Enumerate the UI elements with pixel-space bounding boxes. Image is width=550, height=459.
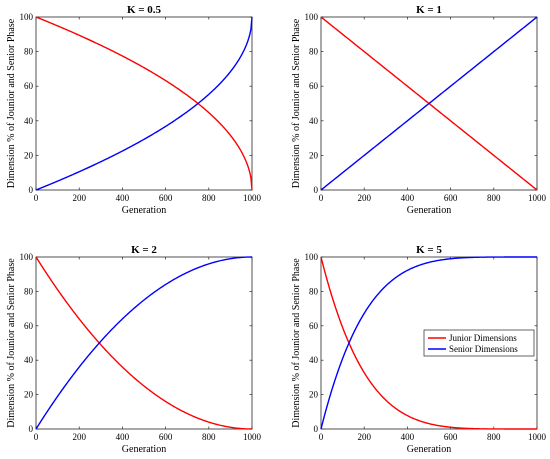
x-tick-label: 600 xyxy=(444,193,458,203)
series-line-senior xyxy=(35,256,252,430)
y-tick-label: 80 xyxy=(24,47,34,57)
y-tick-label: 80 xyxy=(309,286,319,296)
x-tick-label: 800 xyxy=(487,193,501,203)
x-tick-label: 1000 xyxy=(243,432,262,442)
y-axis-label: Dimension % of Jounior and Senior Phase xyxy=(291,18,302,188)
x-tick-label: 200 xyxy=(72,432,86,442)
x-axis-label: Generation xyxy=(407,444,451,455)
y-tick-label: 40 xyxy=(24,116,34,126)
x-tick-label: 0 xyxy=(319,432,324,442)
y-tick-label: 20 xyxy=(309,390,319,400)
y-tick-label: 0 xyxy=(29,424,34,434)
legend-box xyxy=(423,329,535,357)
y-tick-label: 0 xyxy=(29,185,34,195)
y-tick-label: 60 xyxy=(24,81,34,91)
chart-panel-4: 0 200 400 600 800 1000 0 20 40 60 80 100 K = 5 Genera… xyxy=(291,244,547,455)
series-line-senior xyxy=(35,16,253,191)
series-line-senior xyxy=(320,16,538,191)
y-tick-label: 60 xyxy=(309,321,319,331)
y-tick-label: 0 xyxy=(314,185,319,195)
y-tick-label: 60 xyxy=(24,321,34,331)
x-tick-label: 600 xyxy=(159,193,173,203)
x-tick-label: 400 xyxy=(116,432,130,442)
x-tick-label: 200 xyxy=(72,193,86,203)
x-tick-label: 1000 xyxy=(528,432,547,442)
plot-area xyxy=(35,16,253,191)
chart-title: K = 1 xyxy=(416,4,442,16)
x-tick-label: 800 xyxy=(202,432,216,442)
x-tick-label: 400 xyxy=(116,193,130,203)
y-axis-label: Dimension % of Jounior and Senior Phase xyxy=(6,18,17,188)
x-tick-label: 200 xyxy=(357,432,371,442)
legend-label: Senior Dimensions xyxy=(449,344,518,354)
series-line-junior xyxy=(35,256,252,430)
chart-panel-1: 0 200 400 600 800 1000 0 20 40 60 80 100 K = 0.5 Gene… xyxy=(6,4,262,216)
y-tick-label: 100 xyxy=(305,12,319,22)
y-tick-label: 80 xyxy=(24,286,34,296)
y-tick-label: 100 xyxy=(20,12,34,22)
x-tick-label: 0 xyxy=(319,193,324,203)
x-tick-label: 1000 xyxy=(528,193,547,203)
x-axis-label: Generation xyxy=(122,444,166,455)
x-axis-label: Generation xyxy=(407,205,451,216)
y-tick-label: 40 xyxy=(309,355,319,365)
y-tick-label: 100 xyxy=(305,252,319,262)
x-tick-label: 200 xyxy=(357,193,371,203)
x-tick-label: 400 xyxy=(401,432,415,442)
chart-panel-2: 0 200 400 600 800 1000 0 20 40 60 80 100 K = 1 Genera… xyxy=(291,4,547,216)
y-tick-label: 80 xyxy=(309,47,319,57)
series-line-senior xyxy=(320,256,537,430)
legend-label: Junior Dimensions xyxy=(449,333,517,343)
chart-title: K = 0.5 xyxy=(127,4,162,16)
y-tick-label: 20 xyxy=(24,150,34,160)
y-tick-label: 100 xyxy=(20,252,34,262)
series-line-junior xyxy=(320,256,537,430)
x-tick-label: 600 xyxy=(159,432,173,442)
chart-title: K = 5 xyxy=(416,244,442,256)
x-tick-label: 800 xyxy=(202,193,216,203)
x-tick-label: 800 xyxy=(487,432,501,442)
chart-title: K = 2 xyxy=(131,244,157,256)
x-tick-label: 1000 xyxy=(243,193,262,203)
series-line-junior xyxy=(35,16,253,191)
y-tick-label: 20 xyxy=(24,390,34,400)
y-tick-label: 20 xyxy=(309,150,319,160)
y-axis-label: Dimension % of Jounior and Senior Phase xyxy=(291,258,302,428)
plot-area xyxy=(35,256,253,430)
y-tick-label: 40 xyxy=(24,355,34,365)
x-tick-label: 0 xyxy=(34,432,39,442)
y-tick-label: 60 xyxy=(309,81,319,91)
y-tick-label: 0 xyxy=(314,424,319,434)
x-axis-label: Generation xyxy=(122,205,166,216)
y-tick-label: 40 xyxy=(309,116,319,126)
y-axis-label: Dimension % of Jounior and Senior Phase xyxy=(6,258,17,428)
chart-panel-3: 0 200 400 600 800 1000 0 20 40 60 80 100 K = 2 Genera… xyxy=(6,244,262,455)
x-tick-label: 400 xyxy=(401,193,415,203)
x-tick-label: 600 xyxy=(444,432,458,442)
x-tick-label: 0 xyxy=(34,193,39,203)
